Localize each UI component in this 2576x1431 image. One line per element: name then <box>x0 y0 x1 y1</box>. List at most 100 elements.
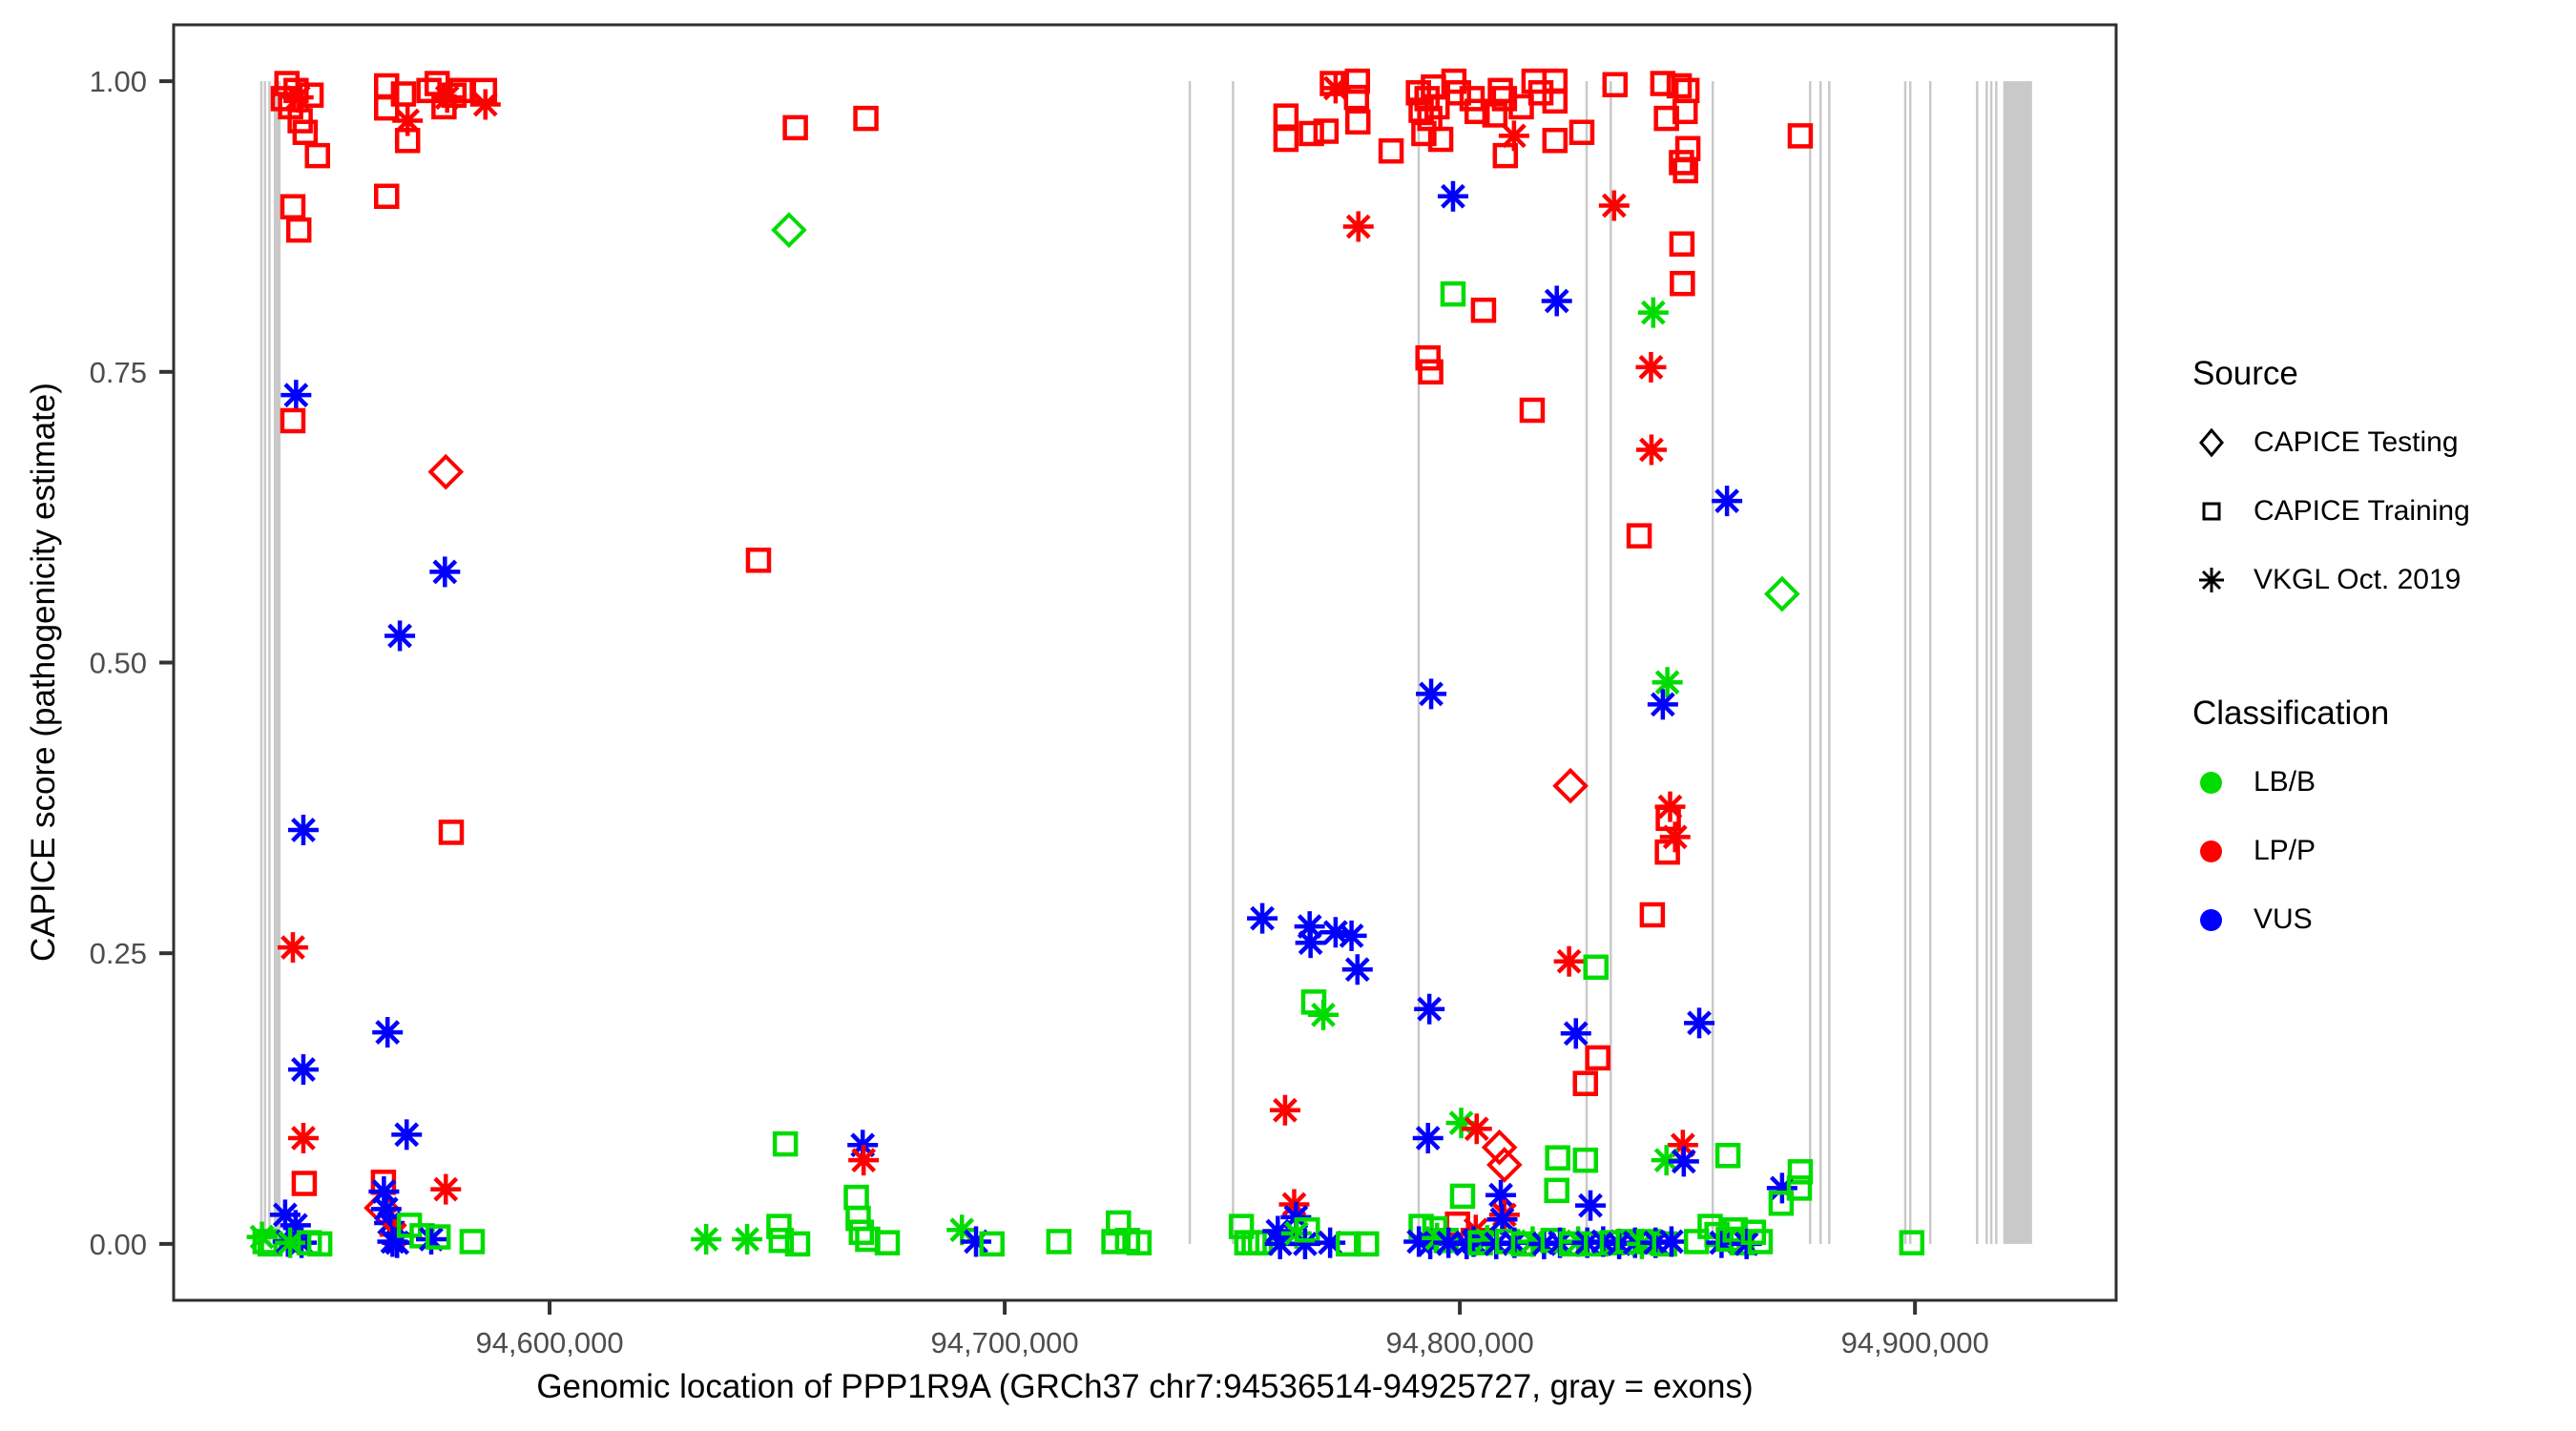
data-point-square <box>1492 142 1519 169</box>
asterisk-stroke <box>1639 437 1664 463</box>
exon-band <box>1188 81 1192 1244</box>
legend-item-capice-training: CAPICE Training <box>2192 477 2470 546</box>
data-point-asterisk <box>384 620 416 652</box>
data-point-square <box>1459 86 1485 112</box>
data-point-square <box>438 819 465 845</box>
data-point-square <box>1345 109 1371 135</box>
data-point-asterisk <box>1307 999 1339 1030</box>
data-point-asterisk <box>1635 351 1667 383</box>
data-point-asterisk <box>1668 1146 1699 1177</box>
data-point-asterisk <box>277 932 308 964</box>
data-point-asterisk <box>1637 297 1669 328</box>
data-point-square <box>1672 98 1698 125</box>
data-point-asterisk <box>1295 927 1326 959</box>
data-point-square <box>874 1230 901 1255</box>
data-point-asterisk <box>287 815 319 846</box>
exon-band <box>260 81 263 1244</box>
y-tick-label: 1.00 <box>90 65 147 98</box>
asterisk-stroke <box>851 1148 877 1173</box>
data-point-square <box>1650 71 1676 96</box>
data-point-square <box>1787 123 1814 149</box>
panel-border <box>172 23 2118 1302</box>
asterisk-stroke <box>377 1211 403 1235</box>
legend-item-label: CAPICE Testing <box>2254 426 2459 458</box>
legend-item-capice-testing: CAPICE Testing <box>2192 408 2470 477</box>
asterisk-stroke <box>1448 1110 1474 1136</box>
data-point-asterisk <box>848 1145 880 1176</box>
exon-band <box>1585 81 1589 1244</box>
data-point-square <box>1343 84 1370 111</box>
lpp-color-dot <box>2200 840 2222 862</box>
data-point-square <box>1335 1231 1361 1257</box>
y-tick-label: 0.25 <box>90 937 147 970</box>
y-tick-label: 0.75 <box>90 356 147 389</box>
asterisk-stroke <box>1419 681 1444 707</box>
data-point-square <box>1542 88 1568 114</box>
data-point-square <box>1545 1145 1570 1171</box>
data-point-square <box>1747 1229 1774 1255</box>
asterisk-stroke <box>433 1176 459 1202</box>
data-point-square <box>848 1219 875 1245</box>
data-point-square <box>1542 128 1568 154</box>
data-point-square <box>784 1231 811 1257</box>
data-point-square <box>1295 1217 1320 1243</box>
legend-classification-title: Classification <box>2192 695 2390 732</box>
exon-band <box>1976 81 1979 1244</box>
asterisk-stroke <box>1671 1149 1696 1174</box>
data-point-asterisk <box>430 1173 462 1205</box>
data-point-asterisk <box>1712 486 1743 517</box>
y-tick-label: 0.50 <box>90 647 147 680</box>
asterisk-stroke <box>1489 1207 1515 1233</box>
data-point-asterisk <box>282 82 314 114</box>
asterisk-stroke <box>1464 1116 1489 1142</box>
data-point-square <box>1273 103 1299 129</box>
x-axis-title: Genomic location of PPP1R9A (GRCh37 chr7… <box>536 1368 1754 1405</box>
asterisk-stroke <box>1654 670 1680 695</box>
asterisk-stroke <box>1311 1002 1336 1027</box>
data-point-square <box>1433 1227 1460 1254</box>
data-point-asterisk <box>1269 1094 1300 1126</box>
asterisk-stroke <box>394 1122 420 1148</box>
asterisk-stroke <box>1267 1231 1293 1256</box>
asterisk-stroke <box>434 85 460 111</box>
legend-item-label: VUS <box>2254 903 2313 935</box>
asterisk-stroke <box>1488 1182 1513 1208</box>
data-point-square <box>1670 270 1695 297</box>
asterisk-stroke <box>285 85 311 111</box>
data-point-square <box>782 114 808 141</box>
exon-band <box>1908 81 1912 1244</box>
legend-item-lpp: LP/P <box>2192 817 2389 885</box>
data-point-diamond <box>1552 767 1589 804</box>
data-point-square <box>1899 1230 1925 1255</box>
data-point-diamond <box>1486 1147 1523 1183</box>
data-point-square <box>1464 98 1490 125</box>
asterisk-stroke <box>1687 1010 1712 1036</box>
data-point-square <box>1697 1213 1723 1239</box>
data-point-square <box>1298 120 1324 147</box>
data-point-asterisk <box>1341 954 1373 985</box>
asterisk-icon <box>2192 561 2242 599</box>
asterisk-stroke <box>375 1020 401 1045</box>
data-point-asterisk <box>372 1017 404 1048</box>
data-point-asterisk <box>1437 180 1468 212</box>
exon-band <box>1828 81 1831 1244</box>
data-point-square <box>1572 1070 1599 1096</box>
data-point-square <box>1424 93 1450 120</box>
data-point-square <box>768 1227 795 1254</box>
asterisk-stroke <box>1544 288 1569 314</box>
data-point-square <box>1487 77 1513 104</box>
data-point-square <box>1568 119 1595 145</box>
data-point-asterisk <box>391 1119 423 1151</box>
data-point-square <box>1313 118 1340 144</box>
data-point-square <box>1639 902 1666 928</box>
data-point-asterisk <box>377 1226 408 1257</box>
asterisk-stroke <box>1339 923 1364 948</box>
asterisk-stroke <box>291 1126 316 1151</box>
asterisk-stroke <box>1563 1021 1589 1047</box>
data-point-asterisk <box>287 1054 319 1086</box>
data-point-diamond <box>427 453 465 490</box>
data-point-square <box>298 82 324 108</box>
data-point-square <box>1669 150 1694 176</box>
data-point-square <box>745 547 772 573</box>
